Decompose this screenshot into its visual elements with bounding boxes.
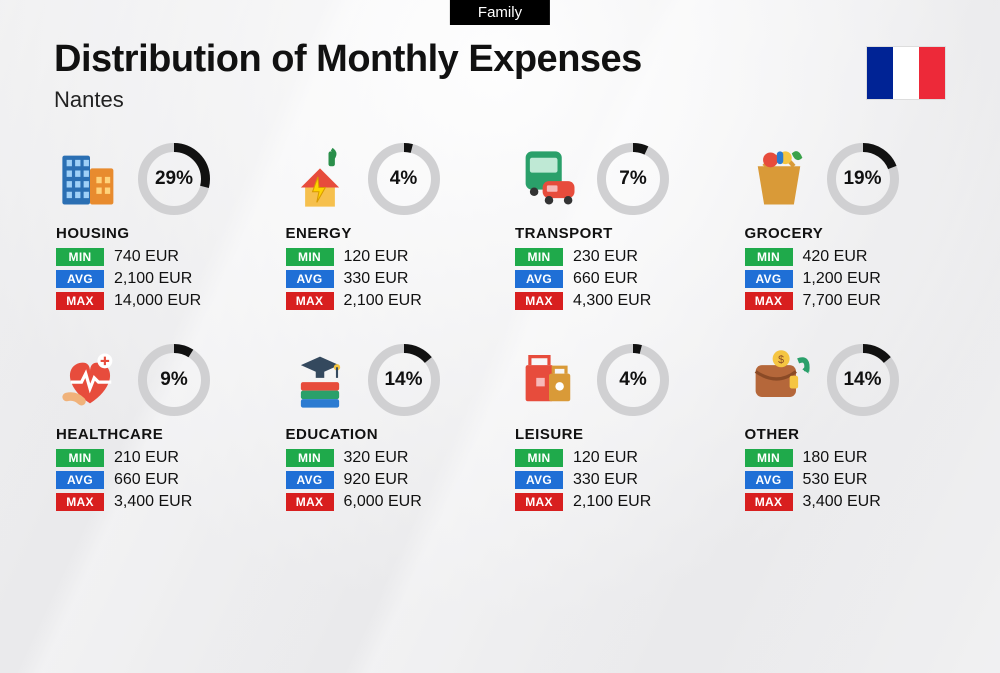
france-flag-icon [866,46,946,100]
expense-card-energy: 4% ENERGY MIN 120 EUR AVG 330 EUR MAX 2,100… [280,137,492,320]
category-name: HOUSING [56,225,256,242]
header: Distribution of Monthly Expenses Nantes [0,0,1000,113]
category-name: LEISURE [515,426,715,443]
max-value: 3,400 EUR [803,493,881,511]
expense-card-transport: 7% TRANSPORT MIN 230 EUR AVG 660 EUR MAX 4,… [509,137,721,320]
avg-badge: AVG [745,471,793,489]
max-value: 7,700 EUR [803,292,881,310]
min-value: 210 EUR [114,449,179,467]
min-badge: MIN [745,248,793,266]
avg-value: 330 EUR [344,270,409,288]
min-value: 120 EUR [573,449,638,467]
avg-value: 2,100 EUR [114,270,192,288]
page-subtitle: Nantes [54,87,946,113]
avg-badge: AVG [56,471,104,489]
percent-donut: 4% [597,344,669,416]
category-name: OTHER [745,426,945,443]
avg-badge: AVG [515,471,563,489]
min-badge: MIN [56,449,104,467]
leisure-icon [515,346,583,414]
avg-badge: AVG [286,270,334,288]
max-value: 4,300 EUR [573,292,651,310]
min-badge: MIN [745,449,793,467]
max-badge: MAX [515,292,563,310]
max-badge: MAX [745,493,793,511]
min-badge: MIN [515,248,563,266]
avg-value: 330 EUR [573,471,638,489]
min-badge: MIN [56,248,104,266]
avg-badge: AVG [286,471,334,489]
expense-card-grocery: 19% GROCERY MIN 420 EUR AVG 1,200 EUR MAX 7… [739,137,951,320]
min-value: 420 EUR [803,248,868,266]
category-name: TRANSPORT [515,225,715,242]
percent-label: 19% [827,143,899,215]
category-name: GROCERY [745,225,945,242]
avg-value: 660 EUR [114,471,179,489]
percent-label: 29% [138,143,210,215]
max-value: 6,000 EUR [344,493,422,511]
category-name: HEALTHCARE [56,426,256,443]
min-value: 740 EUR [114,248,179,266]
avg-value: 660 EUR [573,270,638,288]
min-value: 180 EUR [803,449,868,467]
max-badge: MAX [286,493,334,511]
category-name: ENERGY [286,225,486,242]
min-badge: MIN [286,449,334,467]
max-badge: MAX [745,292,793,310]
avg-badge: AVG [56,270,104,288]
percent-label: 4% [597,344,669,416]
expense-card-housing: 29% HOUSING MIN 740 EUR AVG 2,100 EUR MAX 1… [50,137,262,320]
min-badge: MIN [515,449,563,467]
percent-donut: 7% [597,143,669,215]
min-badge: MIN [286,248,334,266]
max-badge: MAX [56,292,104,310]
housing-icon [56,145,124,213]
energy-icon [286,145,354,213]
min-value: 120 EUR [344,248,409,266]
min-value: 320 EUR [344,449,409,467]
percent-label: 9% [138,344,210,416]
expense-grid: 29% HOUSING MIN740 EUR AVG2,100 EUR MAX1… [0,113,1000,521]
percent-label: 14% [368,344,440,416]
percent-label: 7% [597,143,669,215]
svg-text:$: $ [778,354,784,366]
page-title: Distribution of Monthly Expenses [54,38,946,81]
percent-donut: 14% [827,344,899,416]
education-icon [286,346,354,414]
category-name: EDUCATION [286,426,486,443]
flag-stripe [893,47,919,99]
max-badge: MAX [515,493,563,511]
max-value: 14,000 EUR [114,292,201,310]
avg-value: 920 EUR [344,471,409,489]
expense-card-other: $ 14% OTHER MIN 180 EUR AVG 530 EUR MAX 3,4… [739,338,951,521]
percent-donut: 14% [368,344,440,416]
max-badge: MAX [286,292,334,310]
flag-stripe [867,47,893,99]
percent-label: 4% [368,143,440,215]
percent-donut: 19% [827,143,899,215]
healthcare-icon [56,346,124,414]
flag-stripe [919,47,945,99]
max-value: 2,100 EUR [573,493,651,511]
percent-label: 14% [827,344,899,416]
max-value: 2,100 EUR [344,292,422,310]
max-value: 3,400 EUR [114,493,192,511]
percent-donut: 9% [138,344,210,416]
expense-card-education: 14% EDUCATION MIN 320 EUR AVG 920 EUR MAX 6… [280,338,492,521]
expense-card-healthcare: 9% HEALTHCARE MIN 210 EUR AVG 660 EUR MAX 3… [50,338,262,521]
avg-badge: AVG [745,270,793,288]
percent-donut: 29% [138,143,210,215]
min-value: 230 EUR [573,248,638,266]
avg-value: 1,200 EUR [803,270,881,288]
max-badge: MAX [56,493,104,511]
avg-badge: AVG [515,270,563,288]
other-icon: $ [745,346,813,414]
percent-donut: 4% [368,143,440,215]
grocery-icon [745,145,813,213]
transport-icon [515,145,583,213]
expense-card-leisure: 4% LEISURE MIN 120 EUR AVG 330 EUR MAX 2,10… [509,338,721,521]
avg-value: 530 EUR [803,471,868,489]
